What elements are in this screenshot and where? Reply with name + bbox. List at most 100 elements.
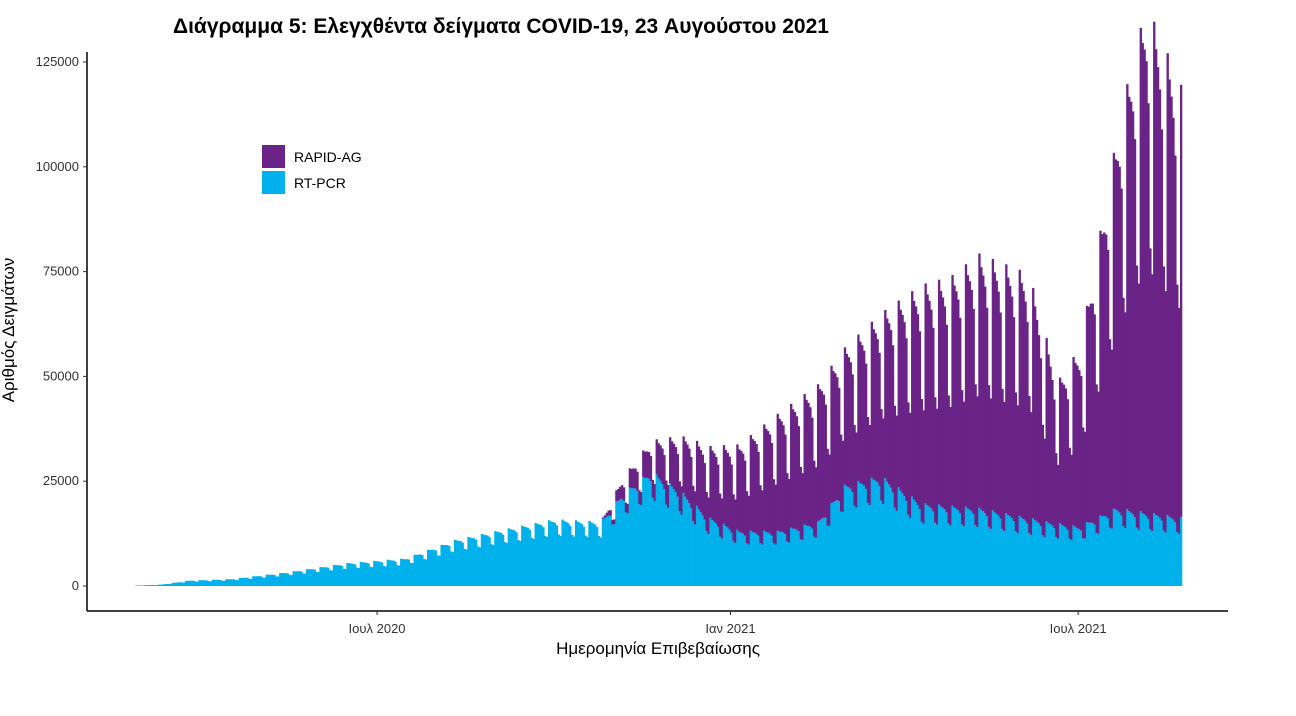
bar-rt-pcr (231, 579, 234, 586)
bar-rt-pcr (1066, 529, 1069, 586)
bar-rapid-ag (1172, 117, 1175, 520)
y-tick-label: 25000 (43, 473, 79, 488)
bar-rapid-ag (705, 491, 708, 532)
bar-rapid-ag (626, 503, 630, 514)
bar-rt-pcr (1064, 527, 1068, 586)
bar-rapid-ag (784, 434, 787, 535)
bar-rt-pcr (1057, 538, 1060, 586)
bar-rt-pcr (572, 536, 576, 586)
bar-rt-pcr (359, 561, 363, 586)
bar-rt-pcr (198, 580, 201, 586)
bar-rt-pcr (766, 532, 770, 586)
bar-rapid-ag (636, 471, 639, 491)
bar-rapid-ag (1178, 307, 1181, 534)
bar-rt-pcr (192, 580, 195, 586)
bar-rt-pcr (692, 521, 695, 586)
bar-rt-pcr (388, 560, 391, 586)
bar-rapid-ag (1001, 388, 1004, 529)
bar-rt-pcr (816, 521, 820, 586)
bar-rt-pcr (926, 505, 929, 586)
bar-rt-pcr (321, 567, 324, 586)
bar-rt-pcr (611, 524, 614, 586)
bar-rt-pcr (740, 532, 743, 586)
bar-rt-pcr (484, 535, 487, 586)
bar-rt-pcr (905, 500, 908, 586)
bar-rt-pcr (215, 579, 219, 586)
bar-rt-pcr (1091, 522, 1094, 586)
bar-rapid-ag (1010, 296, 1014, 519)
bar-rt-pcr (334, 565, 338, 586)
bar-rapid-ag (834, 373, 837, 501)
bar-rapid-ag (901, 314, 904, 494)
bar-rt-pcr (528, 529, 532, 586)
bar-rt-pcr (423, 559, 426, 586)
bar-rt-pcr (966, 508, 970, 586)
bar-rt-pcr (171, 582, 174, 586)
bar-rt-pcr (542, 527, 545, 586)
bar-rapid-ag (630, 468, 633, 489)
bar-rt-pcr (776, 530, 779, 586)
bar-rt-pcr (152, 585, 155, 586)
bar-rapid-ag (757, 451, 760, 536)
bar-rt-pcr (563, 521, 566, 586)
bar-rt-pcr (1168, 516, 1171, 586)
bar-rt-pcr (924, 503, 927, 586)
bar-rt-pcr (173, 582, 176, 586)
bar-rt-pcr (534, 522, 537, 586)
bar-rt-pcr (1139, 511, 1142, 586)
bar-rapid-ag (749, 435, 753, 531)
bar-rt-pcr (713, 521, 716, 586)
bar-rapid-ag (1083, 431, 1087, 539)
bar-rt-pcr (209, 581, 213, 586)
bar-rapid-ag (1108, 339, 1112, 528)
bar-rt-pcr (296, 571, 299, 586)
bar-rapid-ag (839, 434, 843, 512)
bar-rt-pcr (645, 477, 649, 586)
bar-rapid-ag (732, 494, 735, 542)
bar-rt-pcr (557, 534, 560, 586)
bar-rt-pcr (1103, 516, 1106, 586)
bar-rapid-ag (1089, 303, 1093, 523)
bar-rapid-ag (663, 455, 666, 490)
bar-rt-pcr (279, 573, 282, 586)
bar-rt-pcr (1028, 533, 1031, 586)
bar-rt-pcr (161, 584, 165, 586)
bar-rapid-ag (745, 491, 749, 544)
bar-rt-pcr (259, 576, 263, 586)
bar-rt-pcr (138, 585, 142, 586)
bar-rt-pcr (711, 520, 714, 586)
bar-rt-pcr (665, 504, 668, 586)
bar-rt-pcr (271, 574, 274, 586)
bar-rapid-ag (822, 394, 826, 518)
bar-rt-pcr (361, 562, 365, 586)
bar-rt-pcr (851, 492, 854, 586)
bar-rt-pcr (357, 568, 361, 586)
bar-rapid-ag (813, 460, 816, 537)
bar-rapid-ag (836, 377, 839, 501)
bar-rapid-ag (937, 279, 941, 505)
bar-rt-pcr (451, 551, 455, 586)
bar-rt-pcr (847, 487, 850, 586)
bar-rt-pcr (799, 539, 802, 586)
bar-rt-pcr (820, 518, 824, 586)
bar-rt-pcr (953, 507, 956, 586)
bar-rt-pcr (1035, 521, 1039, 586)
bar-rt-pcr (1124, 528, 1127, 586)
x-tick-label: Ιουλ 2021 (1050, 621, 1107, 636)
legend-label: RT-PCR (294, 175, 346, 191)
bar-rt-pcr (177, 582, 180, 586)
bar-rt-pcr (213, 579, 217, 586)
bar-rapid-ag (713, 453, 716, 522)
bar-rt-pcr (188, 580, 192, 586)
bar-rt-pcr (165, 583, 169, 586)
bar-rapid-ag (613, 519, 616, 525)
bar-rapid-ag (999, 312, 1002, 519)
bar-rt-pcr (377, 561, 380, 586)
bar-rt-pcr (181, 582, 184, 586)
bar-rapid-ag (766, 431, 770, 533)
bar-rapid-ag (717, 464, 720, 528)
bar-rt-pcr (146, 585, 149, 586)
bar-rt-pcr (743, 535, 747, 586)
bar-rt-pcr (886, 481, 889, 586)
bar-rapid-ag (936, 408, 939, 525)
